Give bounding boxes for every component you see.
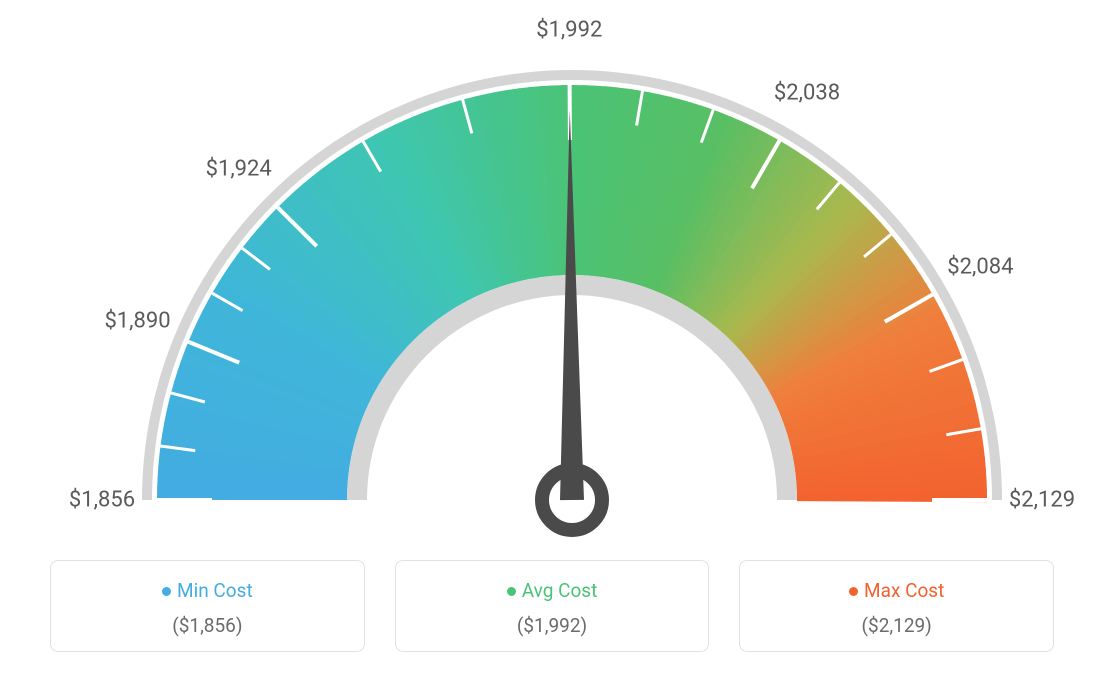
gauge-tick-label: $2,084 — [947, 255, 1013, 280]
legend-title-avg: Avg Cost — [406, 579, 699, 602]
chart-container: $1,856 $1,890 $1,924 $1,992 $2,038 $2,084 $2,1… — [0, 0, 1104, 690]
gauge-svg — [20, 20, 1104, 550]
gauge-chart: $1,856 $1,890 $1,924 $1,992 $2,038 $2,084 $2,1… — [20, 20, 1084, 550]
legend-title-text: Max Cost — [864, 579, 944, 602]
legend-value-max: ($2,129) — [750, 614, 1043, 637]
legend-dot-icon — [162, 587, 171, 596]
legend-dot-icon — [507, 587, 516, 596]
legend-title-min: Min Cost — [61, 579, 354, 602]
gauge-tick-label: $1,856 — [69, 488, 135, 513]
legend-dot-icon — [849, 587, 858, 596]
legend-row: Min Cost ($1,856) Avg Cost ($1,992) Max Cost… — [20, 560, 1084, 652]
gauge-tick-label: $1,924 — [206, 156, 272, 181]
legend-title-max: Max Cost — [750, 579, 1043, 602]
legend-value-avg: ($1,992) — [406, 614, 699, 637]
legend-title-text: Avg Cost — [522, 579, 598, 602]
legend-value-min: ($1,856) — [61, 614, 354, 637]
gauge-tick-label: $1,890 — [104, 308, 170, 333]
legend-card-avg: Avg Cost ($1,992) — [395, 560, 710, 652]
legend-card-min: Min Cost ($1,856) — [50, 560, 365, 652]
gauge-tick-label: $1,992 — [536, 18, 602, 43]
legend-card-max: Max Cost ($2,129) — [739, 560, 1054, 652]
gauge-tick-label: $2,129 — [1009, 488, 1075, 513]
legend-title-text: Min Cost — [177, 579, 253, 602]
gauge-tick-label: $2,038 — [774, 80, 840, 105]
